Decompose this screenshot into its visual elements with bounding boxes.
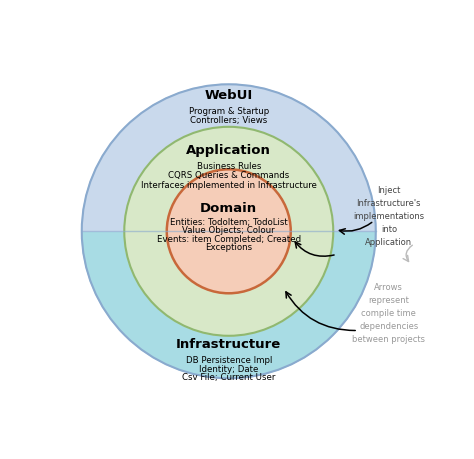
Text: between projects: between projects [352, 335, 425, 343]
Wedge shape [82, 85, 376, 232]
Text: Identity; Date: Identity; Date [199, 364, 258, 373]
Text: Csv File; Current User: Csv File; Current User [182, 372, 275, 381]
Text: Exceptions: Exceptions [205, 243, 252, 252]
Text: Interfaces implemented in Infrastructure: Interfaces implemented in Infrastructure [141, 180, 317, 189]
Text: into: into [381, 225, 397, 234]
Text: Application: Application [365, 238, 412, 247]
Text: Events: item Completed; Created: Events: item Completed; Created [157, 235, 301, 243]
Text: Infrastructure's: Infrastructure's [356, 199, 421, 207]
Text: WebUI: WebUI [205, 89, 253, 102]
Text: DB Persistence Impl: DB Persistence Impl [185, 355, 272, 364]
Text: Controllers; Views: Controllers; Views [190, 116, 267, 125]
Text: represent: represent [368, 295, 409, 304]
Text: dependencies: dependencies [359, 321, 419, 330]
Circle shape [124, 128, 333, 336]
Text: Inject: Inject [377, 185, 401, 195]
Text: Entities: TodoItem; TodoList: Entities: TodoItem; TodoList [170, 218, 288, 226]
Text: Domain: Domain [200, 202, 257, 214]
Text: Value Objects; Colour: Value Objects; Colour [182, 226, 275, 235]
Text: implementations: implementations [353, 212, 424, 221]
Text: CQRS Queries & Commands: CQRS Queries & Commands [168, 171, 290, 180]
Wedge shape [82, 232, 376, 379]
Circle shape [167, 170, 291, 294]
Text: Program & Startup: Program & Startup [189, 107, 269, 116]
Text: Arrows: Arrows [374, 282, 403, 291]
Text: compile time: compile time [361, 308, 416, 317]
Text: Application: Application [186, 144, 271, 157]
Text: Infrastructure: Infrastructure [176, 338, 282, 351]
Text: Business Rules: Business Rules [197, 162, 261, 171]
